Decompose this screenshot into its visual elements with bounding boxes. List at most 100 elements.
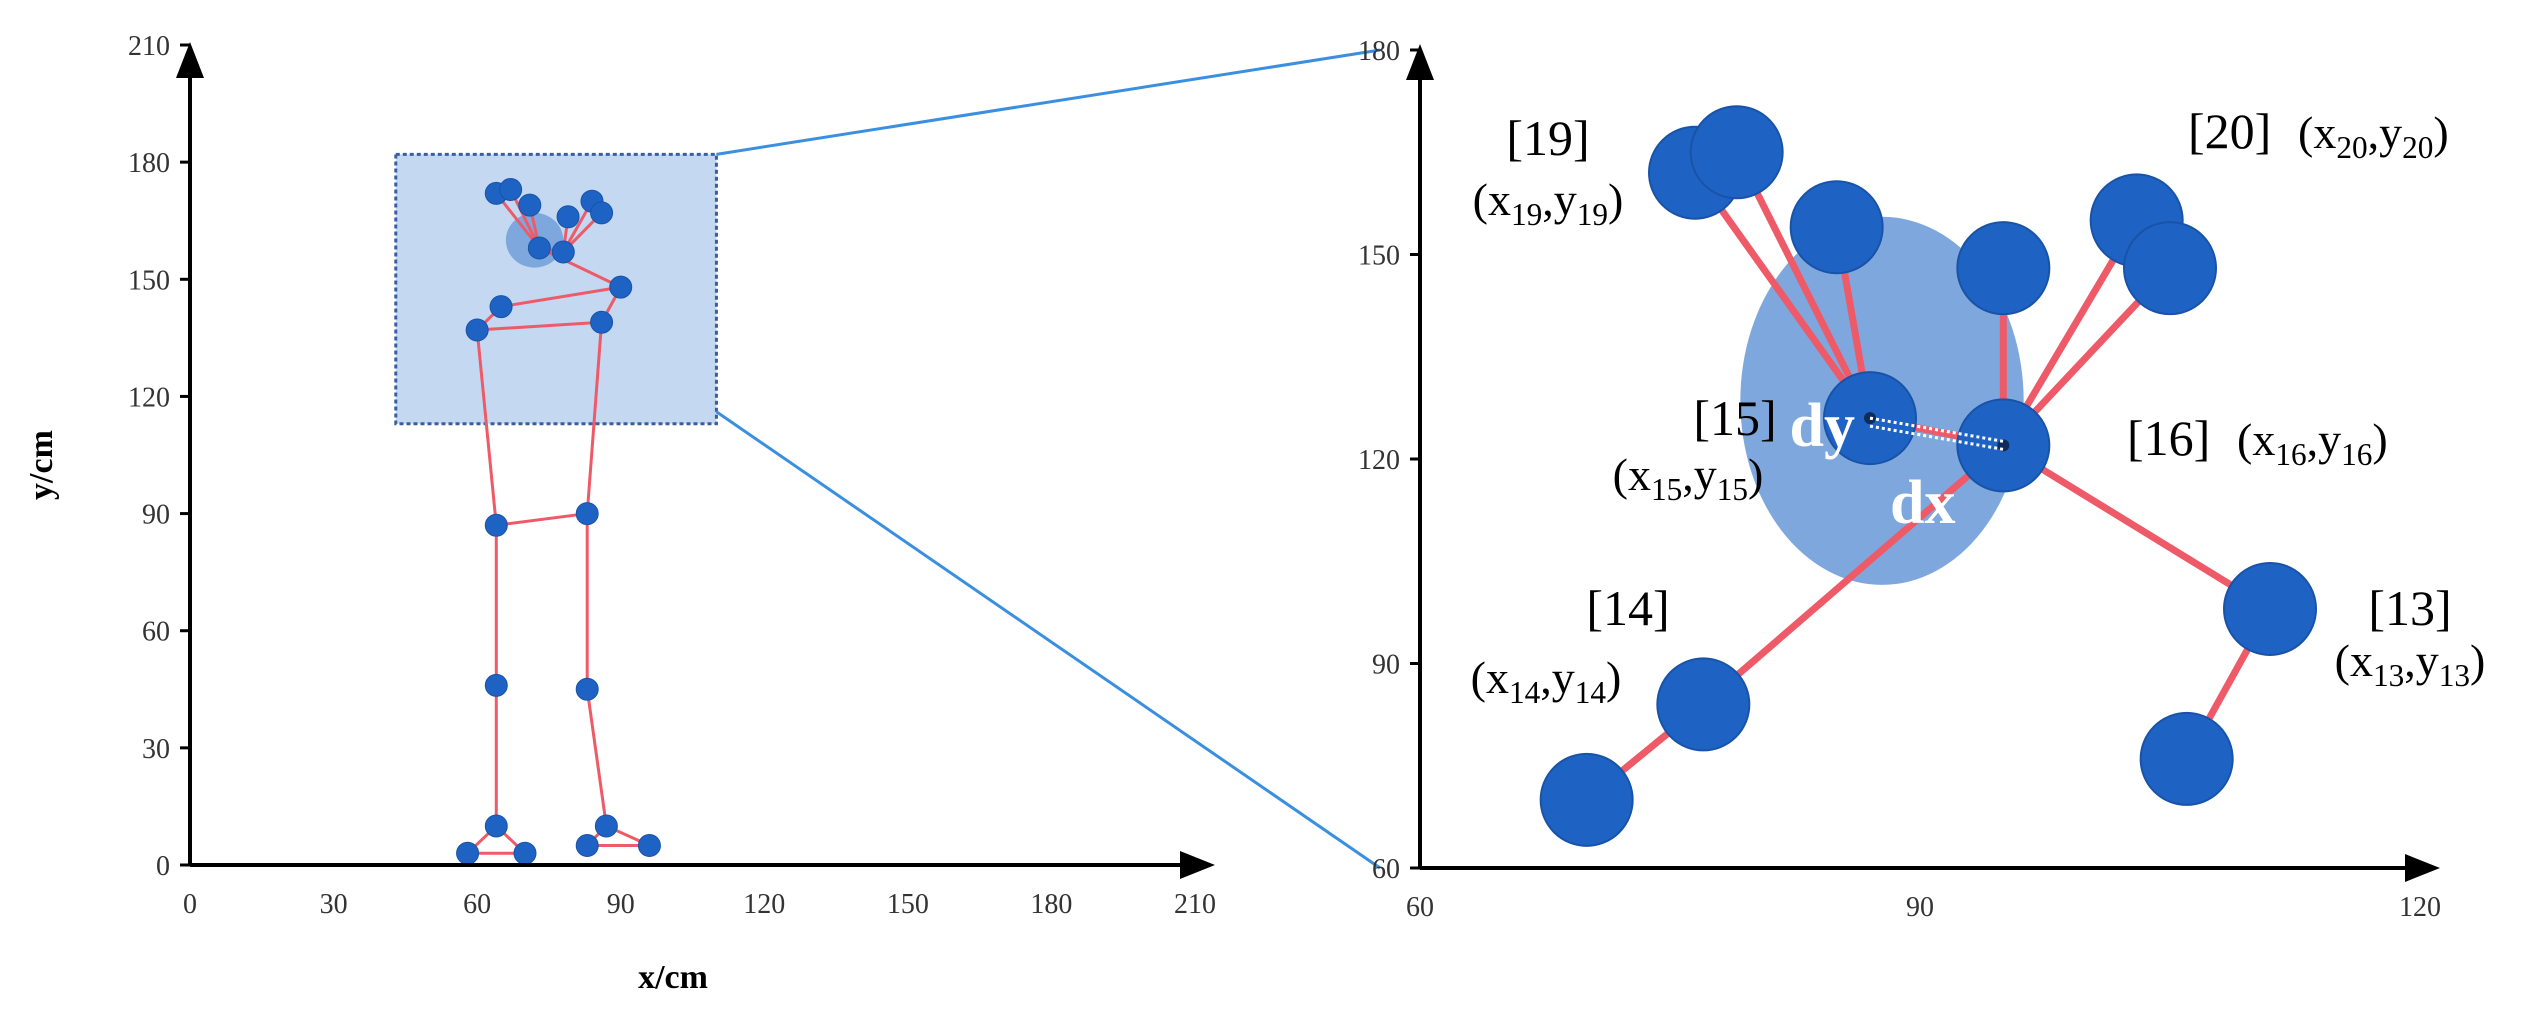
joint-coordinate-label: (x13,y13) xyxy=(2335,635,2486,693)
left-x-tick-label: 180 xyxy=(1030,889,1072,920)
left-joint xyxy=(484,814,508,838)
joint-bracket-label: [14] xyxy=(1586,580,1669,636)
zoom-connector-top xyxy=(716,48,1381,156)
right-y-tick-label: 120 xyxy=(1358,445,1400,476)
right-x-tick-label: 120 xyxy=(2399,892,2441,923)
joint-coordinate-label: (x14,y14) xyxy=(1471,652,1622,710)
joint-label-14: [14] (x14,y14) xyxy=(1471,580,1670,710)
left-skeleton xyxy=(456,177,661,865)
left-joint xyxy=(513,841,537,865)
right-axes xyxy=(1406,44,2440,882)
left-bone xyxy=(477,320,602,332)
left-y-tick-label: 0 xyxy=(156,851,170,882)
left-joint xyxy=(590,201,614,225)
left-y-tick-label: 180 xyxy=(128,148,170,179)
left-joint xyxy=(518,193,542,217)
left-joint xyxy=(609,275,633,299)
left-x-tick-label: 90 xyxy=(607,889,635,920)
left-bone xyxy=(496,512,588,527)
joint-coordinate-label: (x15,y15) xyxy=(1613,449,1764,507)
left-bone xyxy=(585,689,608,827)
zoom-region-box xyxy=(394,152,718,426)
joint-coordinate-label: (x20,y20) xyxy=(2298,107,2449,165)
zoom-connector-bottom xyxy=(715,410,1381,870)
right-joint xyxy=(2139,711,2234,806)
left-y-axis-arrow xyxy=(176,42,204,78)
left-y-tick-label: 120 xyxy=(128,382,170,413)
right-y-tick-label: 150 xyxy=(1358,241,1400,272)
left-skeleton-chart: 0 30 60 90 120 150 180 210 0 30 60 90 120 150 180 210 x… xyxy=(23,31,1216,996)
left-y-axis-label: y/cm xyxy=(23,430,60,500)
joint-center-dot xyxy=(1997,439,2010,452)
joint-label-20: [20] (x20,y20) xyxy=(2188,103,2449,165)
left-joint xyxy=(637,833,661,857)
right-bone xyxy=(1701,442,2006,708)
left-tick-labels: 0 30 60 90 120 150 180 210 0 30 60 90 120 150 180 210 xyxy=(128,31,1216,920)
right-y-tick-label: 60 xyxy=(1372,854,1400,885)
left-x-axis-arrow xyxy=(1180,851,1215,879)
left-x-tick-label: 30 xyxy=(320,889,348,920)
dx-dotted-line xyxy=(1869,416,2004,443)
right-x-axis-arrow xyxy=(2405,854,2440,882)
right-joint xyxy=(1956,221,2051,316)
right-y-axis-arrow xyxy=(1406,44,1434,80)
left-axes xyxy=(176,42,1215,879)
joint-bracket-label: [13] xyxy=(2368,580,2451,636)
left-bone xyxy=(495,192,541,249)
dy-dotted-line xyxy=(1869,424,2004,451)
joint-bracket-label: [16] xyxy=(2127,410,2210,466)
joint-coordinate-label: (x16,y16) xyxy=(2237,414,2388,472)
joint-bracket-label: [20] xyxy=(2188,103,2271,159)
joint-bracket-label: [15] xyxy=(1693,390,1776,446)
left-x-tick-label: 0 xyxy=(183,889,197,920)
right-bone xyxy=(1733,150,1874,420)
left-x-tick-label: 120 xyxy=(743,889,785,920)
right-joint xyxy=(2123,221,2217,316)
dx-label: dx xyxy=(1890,469,1955,537)
right-joint xyxy=(1656,657,1751,752)
left-bone xyxy=(500,285,621,309)
right-tick-labels: 60 90 120 60 90 120 150 180 xyxy=(1358,36,2441,923)
joint-coordinate-label: (x19,y19) xyxy=(1473,174,1624,232)
left-joint xyxy=(499,177,523,201)
right-joint xyxy=(2223,561,2317,656)
left-joint xyxy=(575,833,599,857)
right-y-tick-label: 90 xyxy=(1372,650,1400,681)
joint-label-13: [13](x13,y13) xyxy=(2335,580,2486,693)
right-bone xyxy=(2001,442,2272,612)
left-y-tick-label: 210 xyxy=(128,31,170,62)
left-x-tick-label: 60 xyxy=(463,889,491,920)
left-y-tick-label: 150 xyxy=(128,265,170,296)
joint-bracket-label: [19] xyxy=(1506,110,1589,166)
left-joint xyxy=(556,205,580,229)
left-joint xyxy=(484,673,508,697)
left-joint xyxy=(456,841,480,865)
joint-label-19: [19] (x19,y19) xyxy=(1473,110,1624,232)
right-bone xyxy=(1692,170,1873,421)
right-joint xyxy=(1689,105,1784,200)
joint-labels: [19] (x19,y19) [20] (x20,y20) [15](x15,y15) [… xyxy=(1471,103,2486,710)
right-x-tick-label: 60 xyxy=(1406,892,1434,923)
right-x-tick-label: 90 xyxy=(1906,892,1934,923)
left-y-tick-label: 60 xyxy=(142,617,170,648)
left-joint xyxy=(489,295,513,319)
left-bone xyxy=(585,322,604,514)
left-joint xyxy=(590,310,614,334)
left-joint xyxy=(594,814,618,838)
left-y-tick-label: 30 xyxy=(142,734,170,765)
left-joint xyxy=(527,236,551,260)
left-joint xyxy=(575,677,599,701)
left-y-tick-label: 90 xyxy=(142,500,170,531)
joint-label-16: [16] (x16,y16) xyxy=(2127,410,2388,472)
left-joint xyxy=(575,502,599,526)
left-x-tick-label: 150 xyxy=(887,889,929,920)
left-joint xyxy=(465,318,489,342)
left-joint xyxy=(551,240,575,264)
right-joint xyxy=(1789,180,1884,275)
dy-label: dy xyxy=(1790,392,1855,460)
left-bone xyxy=(475,329,498,526)
left-x-axis-label: x/cm xyxy=(638,959,708,996)
